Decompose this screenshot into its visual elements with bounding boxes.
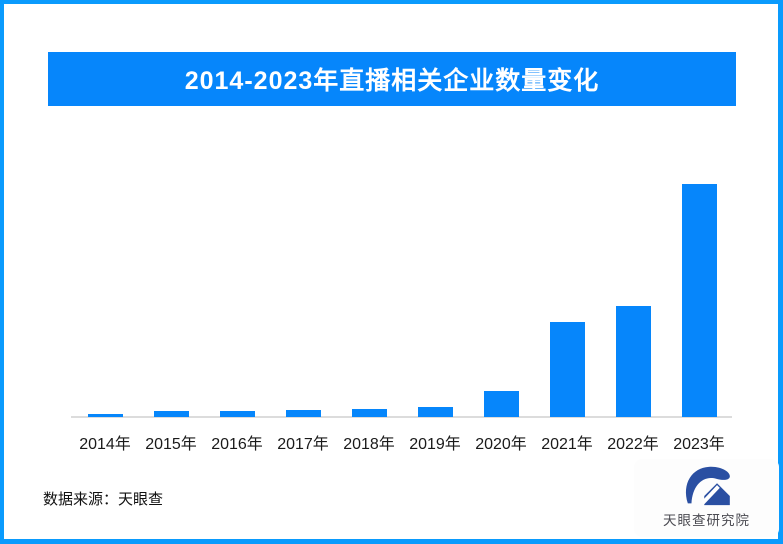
chart-title: 2014-2023年直播相关企业数量变化 (184, 67, 600, 95)
bar-2022年 (615, 306, 651, 417)
bar-2015年 (153, 411, 189, 417)
bar-2014年 (87, 414, 123, 417)
x-tick-label: 2023年 (673, 436, 725, 453)
bar-2020年 (483, 391, 519, 417)
bar-2019年 (417, 407, 453, 417)
x-tick-label: 2018年 (343, 436, 395, 453)
tianyancha-logo-text: 天眼查研究院 (663, 513, 750, 528)
x-tick-label: 2020年 (475, 436, 527, 453)
tianyancha-logo-badge: 天眼查研究院 (634, 459, 779, 537)
bar-chart: 2014年 2015年 2016年 2017年 2018年 2019年 2020年 2021年… (4, 4, 778, 539)
bar-2018年 (351, 409, 387, 417)
bar-2023年 (681, 184, 717, 417)
bar-2017年 (285, 410, 321, 417)
x-tick-label: 2014年 (79, 436, 131, 453)
x-tick-label: 2022年 (607, 436, 659, 453)
tianyancha-eye-house-logo-icon (685, 466, 730, 506)
x-tick-label: 2016年 (211, 436, 263, 453)
x-tick-label: 2015年 (145, 436, 197, 453)
x-axis-line (71, 416, 732, 418)
bar-2021年 (549, 322, 585, 417)
x-tick-label: 2019年 (409, 436, 461, 453)
x-tick-label: 2017年 (277, 436, 329, 453)
chart-title-banner: 2014-2023年直播相关企业数量变化 (48, 52, 736, 106)
bar-2016年 (219, 411, 255, 417)
data-source-note: 数据来源：天眼查 (43, 491, 164, 508)
x-tick-label: 2021年 (541, 436, 593, 453)
